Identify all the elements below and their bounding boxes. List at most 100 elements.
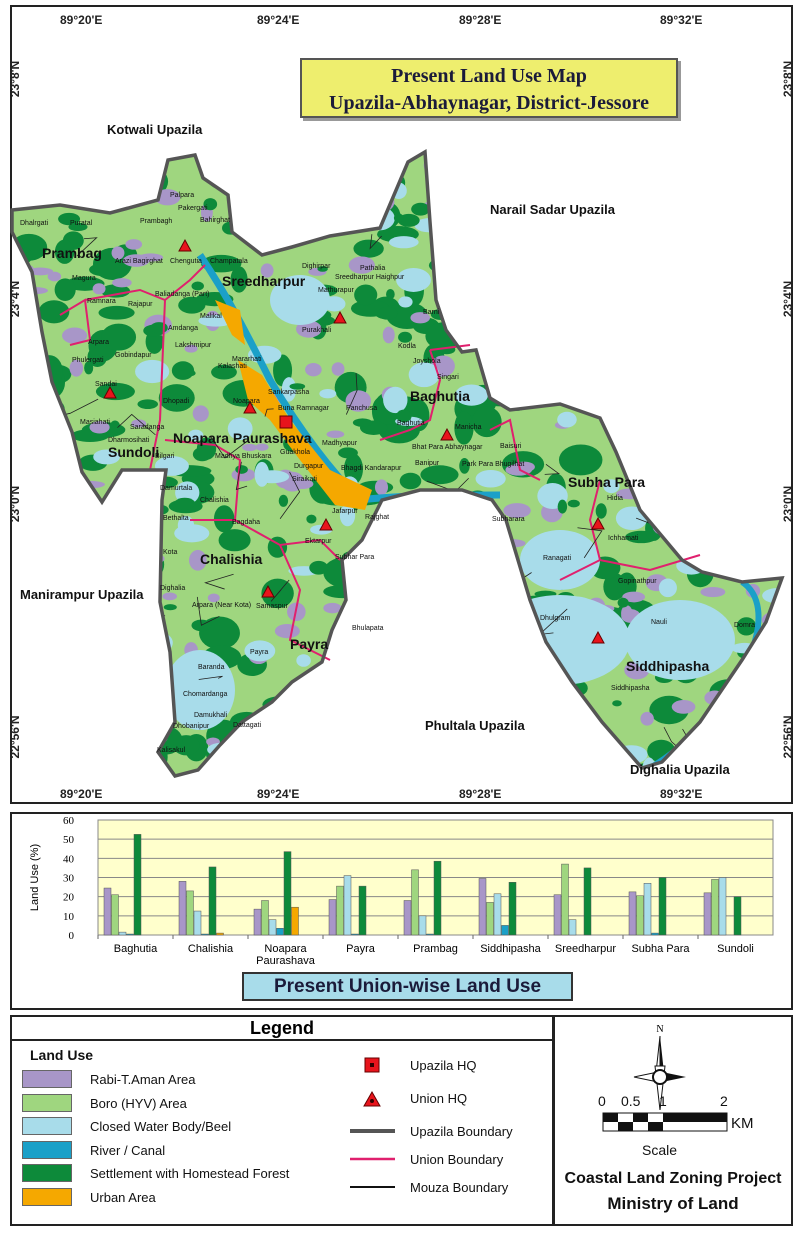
water-patch bbox=[658, 578, 677, 598]
rabi-patch bbox=[348, 256, 375, 274]
mouza-boundary bbox=[557, 236, 575, 272]
bar-river bbox=[501, 925, 509, 936]
urban-area bbox=[215, 300, 245, 345]
mouza-boundary bbox=[76, 237, 98, 257]
settlement-patch bbox=[98, 305, 135, 320]
rabi-patch bbox=[757, 352, 770, 362]
mouza-boundary bbox=[544, 463, 560, 475]
rabi-patch bbox=[734, 703, 756, 724]
village-label: Bahirghat bbox=[200, 217, 230, 224]
settlement-patch bbox=[679, 171, 715, 188]
settlement-patch bbox=[372, 152, 395, 171]
water-patch bbox=[95, 713, 115, 738]
settlement-patch bbox=[255, 208, 292, 224]
x-tick-label: Prambag bbox=[413, 943, 458, 955]
longitude-bottom-label: 89°24'E bbox=[257, 787, 300, 801]
settlement-patch bbox=[535, 745, 557, 758]
mouza-boundary bbox=[702, 398, 725, 431]
scale-tick-0: 0 bbox=[598, 1093, 606, 1109]
village-label: Phulergati bbox=[72, 357, 104, 364]
settlement-patch bbox=[123, 621, 162, 649]
scale-tick-1: 1 bbox=[659, 1093, 667, 1109]
rabi-patch bbox=[487, 290, 513, 303]
settlement-patch bbox=[137, 399, 159, 410]
settlement-patch bbox=[477, 302, 507, 318]
neighbour-upazila-label: Phultala Upazila bbox=[425, 718, 525, 733]
map-frame bbox=[10, 5, 793, 804]
x-tick-label: Payra bbox=[346, 943, 376, 955]
legend-label-urban: Urban Area bbox=[90, 1189, 156, 1205]
settlement-patch bbox=[737, 711, 750, 727]
village-label: Magura bbox=[72, 275, 96, 282]
bar-river bbox=[276, 928, 284, 936]
rabi-patch bbox=[712, 163, 730, 174]
settlement-patch bbox=[595, 503, 607, 519]
settlement-patch bbox=[405, 652, 426, 668]
settlement-patch bbox=[433, 152, 456, 156]
settlement-patch bbox=[82, 667, 123, 698]
settlement-patch bbox=[306, 514, 317, 524]
legend-swatch-urban bbox=[22, 1187, 72, 1206]
union-boundary bbox=[588, 479, 601, 561]
bar-boro bbox=[561, 863, 569, 936]
village-label: Dighalia bbox=[160, 585, 186, 592]
village-label: Sandai bbox=[95, 381, 117, 388]
village-label: Gopinathpur bbox=[618, 578, 657, 585]
water-patch bbox=[331, 760, 366, 770]
settlement-patch bbox=[726, 345, 764, 370]
rabi-patch bbox=[394, 624, 411, 637]
bar-settlement bbox=[508, 882, 517, 936]
rabi-patch bbox=[610, 300, 624, 319]
scale-tick-2: 2 bbox=[720, 1093, 728, 1109]
settlement-patch bbox=[668, 396, 697, 426]
settlement-patch bbox=[358, 677, 368, 684]
settlement-patch bbox=[608, 156, 639, 175]
mouza-boundary bbox=[81, 682, 120, 694]
rabi-patch bbox=[146, 638, 159, 653]
settlement-patch bbox=[88, 603, 129, 615]
village-label: Singari bbox=[437, 374, 459, 381]
water-patch bbox=[466, 152, 484, 162]
village-label: Madhyapur bbox=[322, 440, 358, 447]
mouza-boundary bbox=[573, 222, 599, 247]
settlement-patch bbox=[569, 722, 588, 752]
settlement-patch bbox=[740, 200, 772, 232]
rabi-patch bbox=[25, 484, 48, 493]
legend-mouza-boundary: Mouza Boundary bbox=[410, 1180, 509, 1195]
mouza-boundary bbox=[644, 334, 681, 358]
union-hq-icon bbox=[319, 517, 333, 531]
settlement-patch bbox=[507, 587, 527, 597]
bar-settlement bbox=[733, 896, 742, 936]
union-boundary bbox=[379, 349, 442, 441]
settlement-patch bbox=[550, 743, 571, 754]
settlement-patch bbox=[562, 340, 581, 363]
settlement-patch bbox=[687, 484, 708, 500]
latitude-right-label: 23°8'N bbox=[781, 60, 795, 98]
x-tick-label: Subha Para bbox=[631, 943, 690, 955]
y-tick-label: 10 bbox=[63, 911, 75, 923]
settlement-patch bbox=[242, 169, 253, 183]
village-label: Chomardanga bbox=[183, 691, 228, 698]
village-label: Barni bbox=[423, 309, 440, 316]
settlement-patch bbox=[94, 152, 133, 174]
legend-label-settlement: Settlement with Homestead Forest bbox=[90, 1166, 290, 1181]
rabi-patch bbox=[473, 559, 487, 573]
water-patch bbox=[506, 748, 539, 762]
village-label: Rajghat bbox=[365, 514, 390, 521]
village-label: Baghutia bbox=[397, 420, 425, 427]
y-tick-label: 0 bbox=[69, 930, 75, 942]
settlement-patch bbox=[653, 303, 666, 313]
settlement-patch bbox=[174, 497, 196, 510]
settlement-patch bbox=[150, 322, 168, 334]
settlement-patch bbox=[387, 733, 405, 745]
water-patch bbox=[520, 365, 547, 389]
settlement-patch bbox=[277, 740, 300, 750]
union-boundary bbox=[149, 299, 166, 471]
village-label: Arpara (Near Kota) bbox=[192, 602, 252, 609]
rabi-patch bbox=[482, 768, 508, 776]
mouza-boundary bbox=[198, 675, 223, 680]
village-label: Nauli bbox=[651, 619, 667, 626]
rabi-patch bbox=[323, 602, 342, 614]
legend-label-boro: Boro (HYV) Area bbox=[90, 1095, 187, 1111]
x-tick-label: Chalishia bbox=[188, 943, 234, 955]
